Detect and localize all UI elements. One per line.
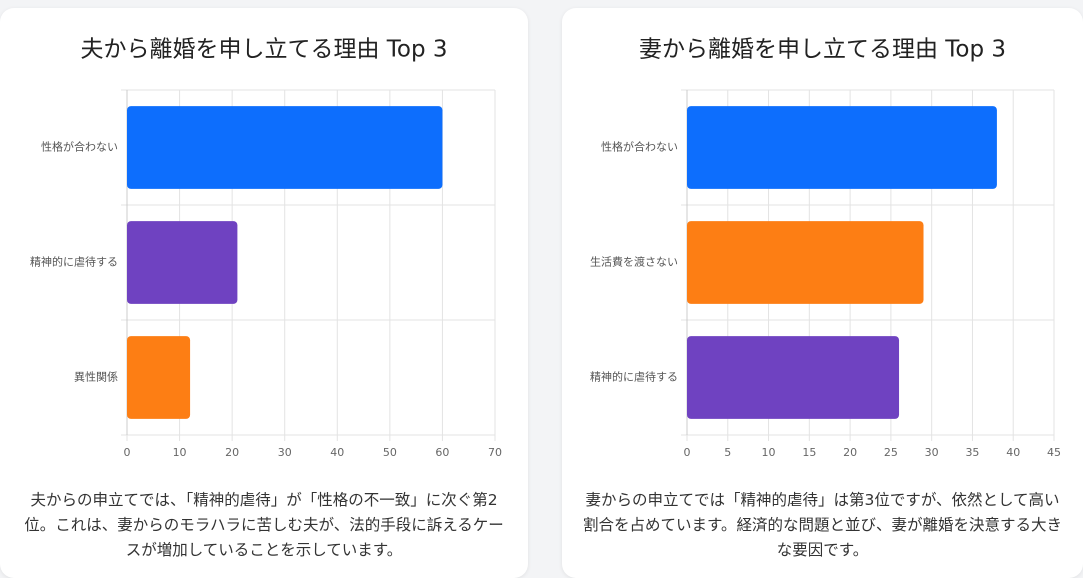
x-tick-label: 50 bbox=[383, 446, 397, 459]
chart-title: 夫から離婚を申し立てる理由 Top 3 bbox=[80, 37, 447, 63]
x-tick-label: 35 bbox=[965, 446, 979, 459]
y-tick-label: 精神的に虐待する bbox=[30, 255, 118, 269]
y-tick-label: 性格が合わない bbox=[601, 140, 678, 154]
bar bbox=[687, 336, 900, 419]
bar bbox=[127, 221, 238, 304]
caption: 妻からの申立てでは「精神的虐待」は第3位ですが、依然として高い割合を占めています… bbox=[583, 491, 1062, 559]
x-tick-label: 30 bbox=[925, 446, 939, 459]
x-tick-label: 0 bbox=[124, 446, 131, 459]
y-tick-label: 生活費を渡さない bbox=[590, 255, 678, 269]
chart: 夫から離婚を申し立てる理由 Top 3 0 10 20 30 40 50 60 70 性格が合わな… bbox=[30, 37, 502, 460]
chart: 妻から離婚を申し立てる理由 Top 3 0 5 10 15 20 25 30 35 40 45 性格が… bbox=[590, 37, 1061, 460]
x-tick-label: 25 bbox=[884, 446, 898, 459]
x-tick-label: 20 bbox=[225, 446, 239, 459]
caption: 夫からの申立てでは、「精神的虐待」が「性格の不一致」に次ぐ第2位。これは、妻から… bbox=[24, 491, 504, 559]
x-tick-label: 60 bbox=[435, 446, 449, 459]
chart-card: 夫から離婚を申し立てる理由 Top 3 0 10 20 30 40 50 60 70 性格が合わな… bbox=[0, 8, 528, 578]
x-tick-label: 70 bbox=[488, 446, 502, 459]
x-tick-label: 10 bbox=[762, 446, 776, 459]
bar bbox=[127, 336, 191, 419]
x-tick-label: 45 bbox=[1047, 446, 1061, 459]
page: 夫から離婚を申し立てる理由 Top 3 0 10 20 30 40 50 60 70 性格が合わな… bbox=[0, 8, 1083, 578]
x-tick-label: 40 bbox=[1006, 446, 1020, 459]
chart-title: 妻から離婚を申し立てる理由 Top 3 bbox=[639, 37, 1006, 63]
x-tick-label: 0 bbox=[684, 446, 691, 459]
x-tick-label: 10 bbox=[173, 446, 187, 459]
x-tick-label: 30 bbox=[278, 446, 292, 459]
x-tick-label: 40 bbox=[330, 446, 344, 459]
y-tick-label: 異性関係 bbox=[74, 370, 118, 384]
x-tick-label: 20 bbox=[843, 446, 857, 459]
bar bbox=[127, 106, 443, 189]
x-tick-label: 5 bbox=[724, 446, 731, 459]
bar bbox=[687, 106, 997, 189]
x-tick-label: 15 bbox=[802, 446, 816, 459]
y-tick-label: 性格が合わない bbox=[41, 140, 118, 154]
bar bbox=[687, 221, 924, 304]
chart-card: 妻から離婚を申し立てる理由 Top 3 0 5 10 15 20 25 30 35 40 45 性格が… bbox=[562, 8, 1083, 578]
y-tick-label: 精神的に虐待する bbox=[590, 370, 678, 384]
